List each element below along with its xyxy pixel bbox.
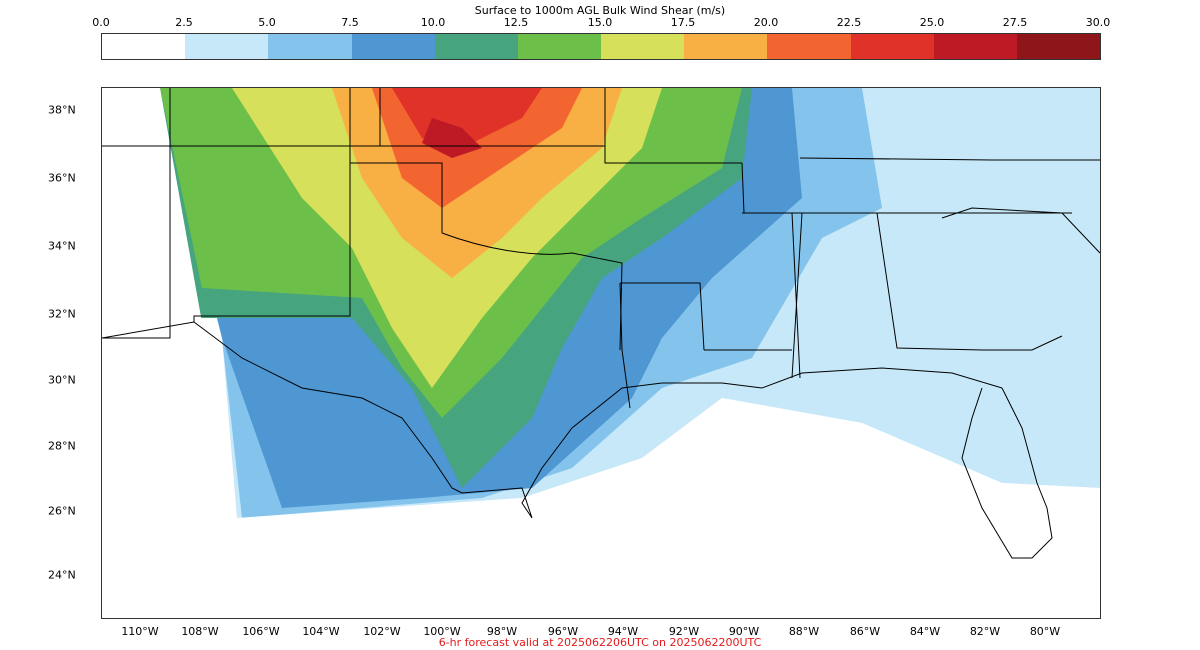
lon-tick-label: 104°W <box>302 625 340 638</box>
ok-panhandle <box>350 162 443 233</box>
lon-tick-label: 96°W <box>547 625 579 638</box>
nm-tx-border <box>193 88 351 322</box>
gulf-coast <box>461 367 1003 519</box>
colorbar-tick-label: 7.5 <box>341 16 359 29</box>
florida-peninsula <box>961 387 1053 559</box>
no-data-region <box>102 88 237 618</box>
colorbar-segment <box>517 34 602 59</box>
lat-tick-label: 34°N <box>48 239 76 253</box>
colorbar-segment <box>850 34 934 59</box>
rio-grande <box>102 321 463 494</box>
lat-tick-label: 24°N <box>48 568 76 582</box>
lon-tick-label: 80°W <box>1029 625 1061 638</box>
no-data-region <box>102 498 542 618</box>
ga-fl-border <box>982 335 1063 351</box>
ok-tx-red-river <box>441 232 623 351</box>
lon-tick-label: 84°W <box>909 625 941 638</box>
colorbar-tick-label: 0.0 <box>92 16 110 29</box>
lat-tick-label: 30°N <box>48 373 76 387</box>
ga-sc-border <box>941 207 1100 254</box>
colorbar-tick-label: 17.5 <box>670 16 696 29</box>
ms-al-border <box>791 212 803 379</box>
colorbar-segment <box>601 34 685 59</box>
tn-ky-border <box>799 157 1100 161</box>
lon-tick-label: 88°W <box>788 625 820 638</box>
lon-tick-label: 82°W <box>969 625 1001 638</box>
colorbar-tick-label: 15.0 <box>587 16 613 29</box>
lon-tick-label: 100°W <box>423 625 461 638</box>
lon-tick-label: 110°W <box>121 625 159 638</box>
az-nm-border <box>102 88 171 339</box>
colorbar-tick-label: 2.5 <box>175 16 193 29</box>
map-panel <box>101 87 1101 619</box>
al-ga-border <box>876 212 983 351</box>
colorbar <box>101 33 1101 60</box>
lon-tick-label: 98°W <box>486 625 518 638</box>
colorbar-segment <box>767 34 851 59</box>
lon-tick-label: 86°W <box>849 625 881 638</box>
colorbar-tick-label: 22.5 <box>836 16 862 29</box>
lon-tick-label: 90°W <box>728 625 760 638</box>
colorbar-segment <box>102 34 186 59</box>
mo-ar-border <box>604 88 742 164</box>
tx-la-border <box>619 282 631 409</box>
shear-contour-region <box>422 118 482 158</box>
colorbar-tick-label: 25.0 <box>919 16 945 29</box>
ar-la-border <box>620 282 705 351</box>
lon-tick-label: 108°W <box>181 625 219 638</box>
colorbar-segment <box>185 34 269 59</box>
colorbar-segment <box>434 34 518 59</box>
colorbar-tick-label: 12.5 <box>503 16 529 29</box>
lat-tick-label: 32°N <box>48 307 76 321</box>
colorbar-segment <box>351 34 435 59</box>
colorbar-segment <box>1016 34 1101 59</box>
no-data-region <box>522 398 1100 618</box>
boundary-lines <box>102 88 1100 559</box>
colorbar-tick-label: 27.5 <box>1002 16 1028 29</box>
colorbar-tick-label: 20.0 <box>753 16 779 29</box>
colorbar-tick-label: 10.0 <box>420 16 446 29</box>
forecast-valid-time: 6-hr forecast valid at 2025062206UTC on … <box>438 636 762 649</box>
lon-tick-label: 94°W <box>607 625 639 638</box>
lat-tick-label: 28°N <box>48 439 76 453</box>
colorbar-tick-label: 30.0 <box>1085 16 1111 29</box>
lat-tick-label: 36°N <box>48 171 76 185</box>
lat-tick-label: 38°N <box>48 103 76 117</box>
colorbar-title: Surface to 1000m AGL Bulk Wind Shear (m/… <box>474 4 726 17</box>
lat-tick-label: 26°N <box>48 504 76 518</box>
lon-tick-label: 106°W <box>242 625 280 638</box>
wind-shear-map <box>102 88 1100 618</box>
colorbar-segment <box>268 34 352 59</box>
colorbar-segment <box>684 34 768 59</box>
lon-tick-label: 102°W <box>363 625 401 638</box>
lon-tick-label: 92°W <box>668 625 700 638</box>
colorbar-tick-label: 5.0 <box>258 16 276 29</box>
colorbar-segment <box>933 34 1017 59</box>
